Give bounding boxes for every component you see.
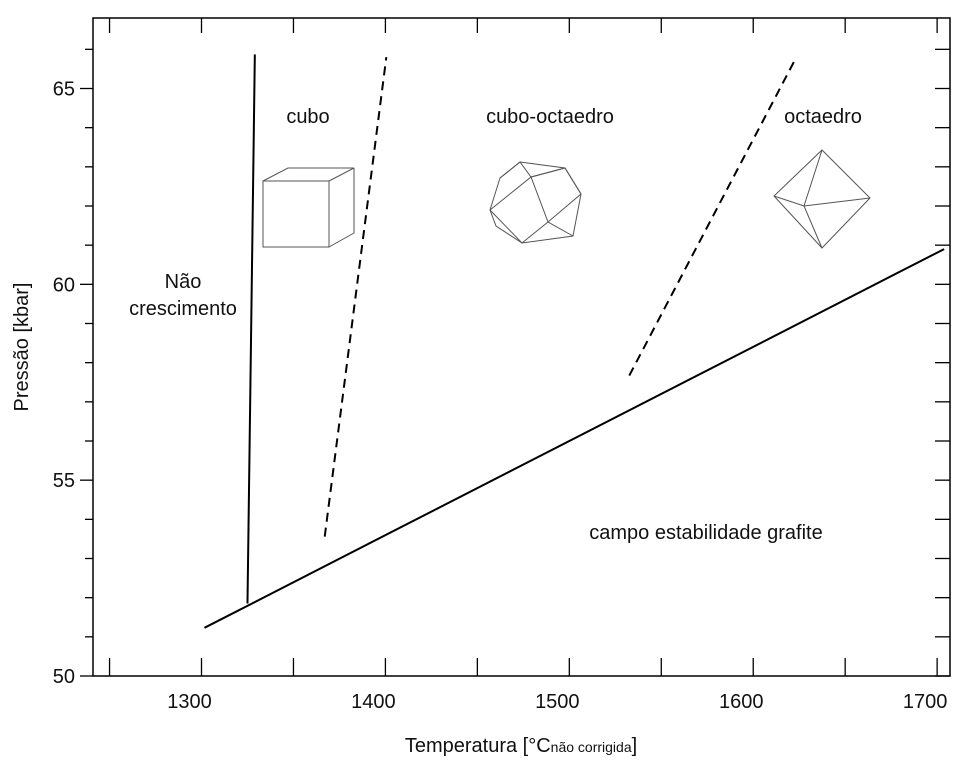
- cube-icon: [262, 167, 355, 248]
- x-tick-label: 1300: [167, 691, 212, 713]
- region-label: cubo-octaedro: [486, 106, 614, 128]
- x-tick-label: 1600: [719, 691, 764, 713]
- region-label: crescimento: [129, 298, 237, 320]
- region-label: octaedro: [784, 106, 862, 128]
- region-label: campo estabilidade grafite: [589, 522, 822, 544]
- y-tick-label: 50: [53, 666, 75, 688]
- region-label: Não: [165, 271, 202, 293]
- phase-boundary: [246, 54, 256, 604]
- x-axis-label-close: ]: [632, 735, 638, 757]
- phase-boundary: [323, 57, 388, 537]
- region-label: cubo: [286, 106, 329, 128]
- x-tick-label: 1500: [535, 691, 580, 713]
- y-axis-label: Pressão [kbar]: [11, 283, 33, 412]
- x-tick-label: 1400: [351, 691, 396, 713]
- plot-frame: [92, 17, 951, 677]
- y-tick-label: 60: [53, 274, 75, 296]
- cuboctahedron-icon: [489, 161, 582, 244]
- octahedron-icon: [773, 149, 871, 249]
- x-axis-label: Temperatura [°Cnão corrigida]: [405, 735, 637, 757]
- x-axis-label-main: Temperatura [°C: [405, 735, 551, 757]
- y-tick-label: 65: [53, 79, 75, 101]
- y-tick-label: 55: [53, 470, 75, 492]
- x-tick-label: 1700: [903, 691, 948, 713]
- phase-boundary: [628, 59, 797, 377]
- phase-boundary: [203, 248, 945, 629]
- x-axis-label-sub: não corrigida: [551, 739, 632, 755]
